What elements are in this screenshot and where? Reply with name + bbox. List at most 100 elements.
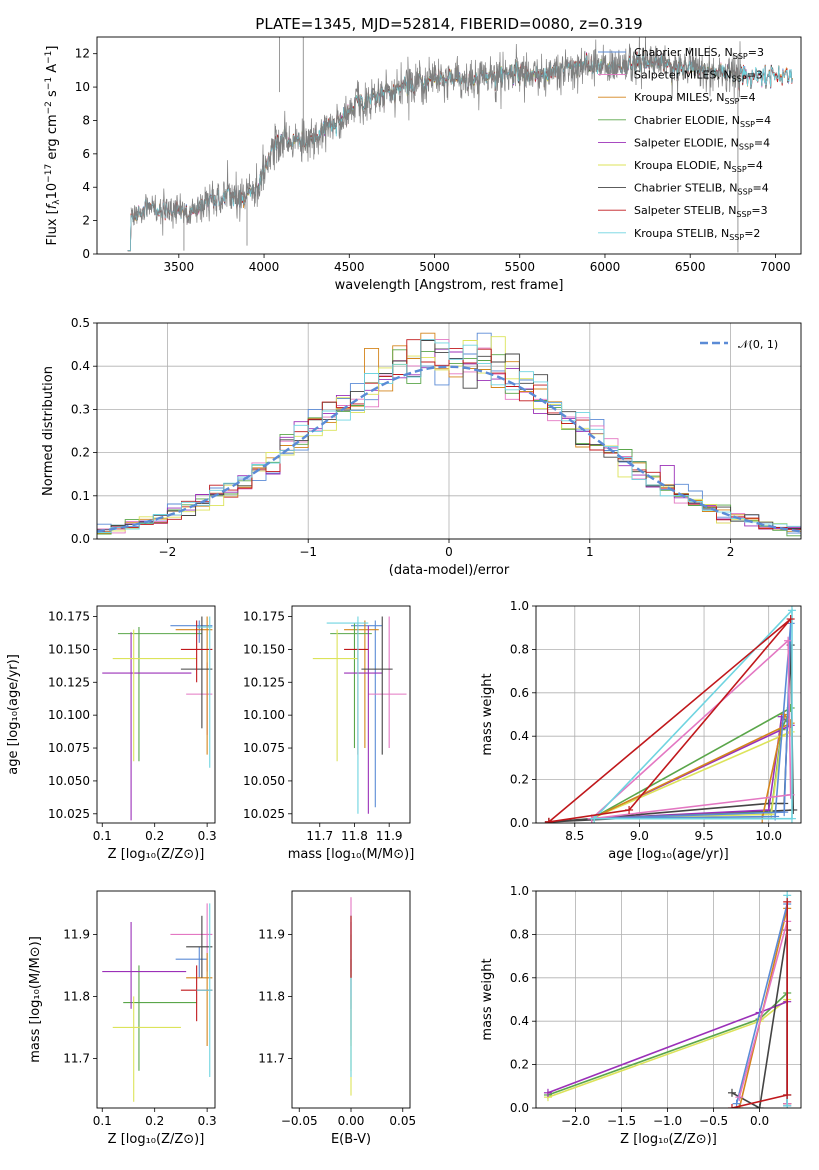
x-axis-label: mass [log₁₀(M/M⊙)] [288, 847, 415, 862]
legend-entry: Kroupa ELODIE, NSSP=4 [634, 159, 763, 174]
x-tick-label: 0.00 [338, 1114, 365, 1128]
legend-label: Salpeter MILES, N [634, 69, 732, 82]
y-tick-label: 0.1 [71, 489, 90, 503]
x-tick-label: 0.2 [145, 829, 164, 843]
legend-suffix: =4 [739, 91, 755, 104]
axes-mass_vs_Z: 0.1 0.2 0.3 11.7 11.8 11.9 Z [log₁₀(Z/Z⊙)] mass… [28, 890, 217, 1147]
x-tick-label: 1 [586, 545, 594, 559]
mass-weight-line [593, 608, 793, 820]
legend-sub: SSP [738, 188, 753, 197]
y-tick-label: 10.125 [243, 675, 285, 689]
x-tick-label: 9.5 [695, 829, 714, 843]
y-tick-label: 11.8 [63, 989, 90, 1003]
y-tick-label: 0.6 [510, 971, 529, 985]
legend-entry: Kroupa STELIB, NSSP=2 [634, 227, 760, 242]
y-tick-label: 11.7 [258, 1051, 285, 1065]
plot-area [97, 332, 801, 537]
errorbar-point [186, 915, 213, 978]
errorbar-point [196, 616, 213, 768]
y-tick-label: 0.3 [71, 402, 90, 416]
x-axis-label: age [log₁₀(age/yr)] [608, 847, 729, 862]
legend-entry: Salpeter ELODIE, NSSP=4 [634, 136, 770, 151]
plot-area [544, 606, 798, 823]
errorbar-point [180, 620, 213, 683]
y-tick-label: 0.4 [71, 359, 90, 373]
y-tick-label: 1.0 [510, 599, 529, 613]
y-tick-label: 0.5 [71, 316, 90, 330]
plot-area [127, 37, 793, 253]
legend-sub: SSP [739, 142, 754, 151]
errorbar-point [112, 996, 181, 1102]
y-tick-label: 10.025 [48, 807, 90, 821]
y-tick-label: 0.8 [510, 927, 529, 941]
y-tick-label: 1.0 [510, 884, 529, 898]
legend-label: Kroupa MILES, N [634, 91, 724, 104]
y-tick-label: 10.100 [243, 708, 285, 722]
y-label-part: λ [52, 199, 62, 205]
errorbar-point [112, 629, 197, 762]
y-label-part: −17 [44, 164, 54, 183]
errorbar-point [170, 620, 213, 643]
y-tick-label: 0.0 [71, 532, 90, 546]
y-axis-label: age [log₁₀(age/yr)] [6, 654, 21, 775]
y-tick-label: 6 [82, 147, 90, 161]
legend-entry: Chabrier MILES, NSSP=3 [634, 46, 764, 61]
x-tick-label: 11.7 [306, 829, 333, 843]
x-axis-label: (data-model)/error [389, 563, 510, 578]
legend-sub: SSP [729, 233, 744, 242]
y-tick-label: 10.050 [48, 774, 90, 788]
y-tick-label: 0.2 [71, 446, 90, 460]
axes-frame [96, 605, 216, 824]
y-label-part: −2 [44, 101, 54, 114]
y-tick-label: 4 [82, 180, 90, 194]
errorbar-point [368, 616, 407, 749]
y-tick-label: 0.2 [510, 773, 529, 787]
y-label-part: A [45, 64, 60, 77]
legend-suffix: =3 [748, 46, 764, 59]
axes-mass_weight_vs_age: 8.5 9.0 9.5 10.0 0.0 0.2 0.4 0.6 0.8 1.0 age [log₁… [480, 599, 802, 862]
x-tick-label: 5000 [419, 260, 450, 274]
x-axis-label: wavelength [Angstrom, rest frame] [335, 278, 564, 293]
y-tick-label: 11.9 [258, 927, 285, 941]
y-tick-label: 10.125 [48, 675, 90, 689]
errorbar-point [326, 616, 369, 814]
x-axis-label: Z [log₁₀(Z/Z⊙)] [620, 1132, 717, 1147]
y-tick-label: 12 [75, 47, 90, 61]
y-tick-label: 10.025 [243, 807, 285, 821]
errorbar-point [175, 616, 213, 755]
legend-label: Salpeter STELIB, N [634, 204, 736, 217]
x-tick-label: 8.5 [565, 829, 584, 843]
x-tick-label: 6500 [675, 260, 706, 274]
legend-sub: SSP [732, 165, 747, 174]
x-tick-label: 0.0 [750, 1114, 769, 1128]
legend-sub: SSP [733, 52, 748, 61]
y-tick-label: 0.8 [510, 642, 529, 656]
axes-age_vs_mass: 11.7 11.8 11.9 10.025 10.050 10.075 10.100 10.1… [243, 605, 415, 862]
observed-spectrum-line [130, 37, 742, 236]
legend-entry: Chabrier STELIB, NSSP=4 [634, 182, 769, 197]
y-label-part: Flux [ [45, 209, 60, 245]
y-label-part: s [45, 90, 60, 101]
legend-sub: SSP [724, 97, 739, 106]
axes-frame [291, 890, 411, 1109]
y-tick-label: 10.150 [48, 642, 90, 656]
y-tick-label: 0 [82, 247, 90, 261]
y-axis-label: Flux [fλ10−17 erg cm−2 s−1 A−1] [44, 46, 62, 246]
y-label-part: −1 [44, 51, 54, 64]
y-tick-label: 10.175 [48, 610, 90, 624]
errorbar-point [196, 903, 213, 1077]
legend: 𝒩(0, 1) [700, 338, 778, 351]
errorbar-point [102, 922, 187, 1009]
x-tick-label: −2.0 [561, 1114, 590, 1128]
y-tick-label: 11.9 [63, 927, 90, 941]
y-tick-label: 0.4 [510, 729, 529, 743]
legend-entry: Salpeter MILES, NSSP=3 [634, 69, 763, 84]
legend-suffix: =3 [751, 204, 767, 217]
axes-spectrum: 3500 4000 4500 5000 5500 6000 6500 7000 0 2 4 6 8 10 1… [44, 15, 802, 293]
x-tick-label: 4000 [249, 260, 280, 274]
x-axis-label: Z [log₁₀(Z/Z⊙)] [108, 847, 205, 862]
plot-area [102, 616, 213, 821]
y-tick-label: 0.6 [510, 686, 529, 700]
y-label-part: erg cm [45, 114, 60, 163]
